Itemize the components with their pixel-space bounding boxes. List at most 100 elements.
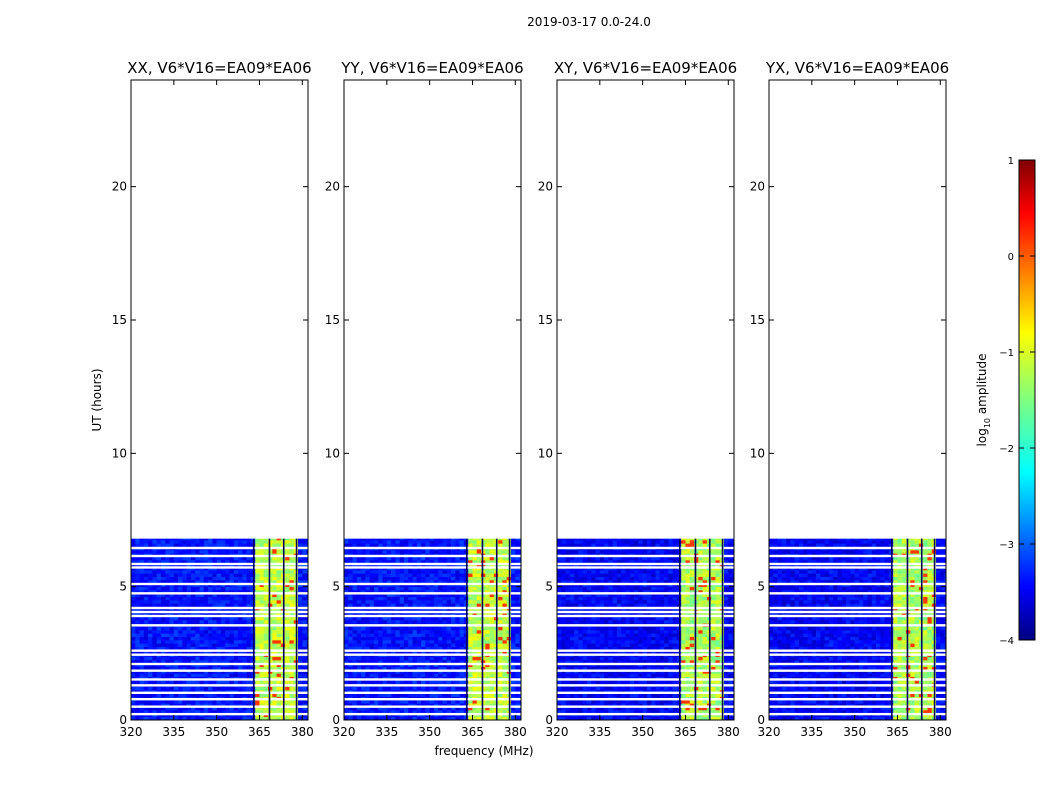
heatmap-cell	[429, 693, 435, 697]
heatmap-cell	[416, 703, 422, 707]
heatmap-cell	[233, 603, 239, 607]
heatmap-cell	[259, 656, 265, 661]
heatmap-cell	[391, 633, 396, 637]
heatmap-cell	[302, 543, 307, 547]
heatmap-cell	[481, 666, 486, 671]
heatmap-cell	[165, 603, 170, 607]
heatmap-cell	[156, 703, 162, 707]
heatmap-cell	[429, 540, 435, 544]
heatmap-cell	[455, 680, 460, 684]
heatmap-cell	[306, 700, 309, 704]
heatmap-cell	[255, 573, 260, 577]
heatmap-cell	[399, 603, 405, 607]
heatmap-cell	[361, 616, 366, 621]
heatmap-cell	[352, 700, 358, 704]
heatmap-cell	[285, 596, 290, 601]
heatmap-cell	[186, 630, 192, 634]
heatmap-cell	[476, 560, 482, 564]
heatmap-cell	[348, 556, 353, 561]
heatmap-cell	[511, 673, 516, 677]
heatmap-cell	[399, 586, 405, 591]
heatmap-cell	[356, 646, 362, 651]
heatmap-cell	[169, 673, 175, 677]
heatmap-cell	[242, 590, 247, 594]
heatmap-cell	[259, 616, 265, 621]
heatmap-cell	[446, 616, 452, 621]
heatmap-cell	[169, 600, 175, 604]
heatmap-cell	[438, 693, 443, 697]
heatmap-cell	[139, 686, 145, 691]
heatmap-cell	[306, 706, 309, 711]
heatmap-cell	[285, 633, 290, 637]
heatmap-cell	[285, 540, 290, 544]
heatmap-cell	[511, 640, 516, 644]
heatmap-cell	[272, 666, 277, 671]
heatmap-cell	[599, 703, 605, 707]
heatmap-cell	[446, 633, 452, 637]
heatmap-cell	[519, 580, 522, 584]
heatmap-cell	[190, 620, 196, 624]
heatmap-cell	[382, 586, 388, 591]
heatmap-cell	[732, 700, 735, 704]
heatmap-cell	[182, 540, 187, 544]
heatmap-cell	[511, 570, 516, 574]
heatmap-cell	[515, 633, 520, 637]
heatmap-cell	[229, 603, 235, 607]
heatmap-cell	[569, 706, 575, 711]
heatmap-cell	[502, 593, 508, 597]
heatmap-cell	[391, 593, 396, 597]
heatmap-cell	[446, 626, 452, 631]
heatmap-cell	[220, 538, 226, 541]
channel-divider	[481, 538, 484, 720]
heatmap-cell	[259, 706, 265, 711]
heatmap-cell	[403, 600, 409, 604]
heatmap-cell	[160, 640, 166, 644]
heatmap-cell	[378, 603, 383, 607]
heatmap-cell	[352, 703, 358, 707]
heatmap-cell	[242, 700, 247, 704]
heatmap-cell	[160, 596, 166, 601]
heatmap-cell	[156, 580, 162, 584]
heatmap-cell	[302, 700, 307, 704]
heatmap-cell	[412, 656, 418, 661]
heatmap-cell	[395, 680, 400, 684]
heatmap-cell	[378, 596, 383, 601]
heatmap-cell	[298, 570, 303, 574]
heatmap-cell	[519, 700, 522, 704]
heatmap-cell	[255, 540, 260, 544]
heatmap-cell	[131, 700, 136, 704]
heatmap-cell	[391, 673, 396, 677]
heatmap-cell	[160, 556, 166, 561]
heatmap-cell	[203, 570, 209, 574]
heatmap-cell	[216, 680, 222, 684]
heatmap-cell	[468, 543, 473, 547]
heatmap-cell	[416, 543, 422, 547]
heatmap-cell	[356, 666, 362, 671]
heatmap-cell	[233, 580, 239, 584]
heatmap-cell	[242, 680, 247, 684]
heatmap-cell	[289, 540, 295, 544]
heatmap-cell	[344, 620, 349, 624]
heatmap-cell	[489, 636, 495, 641]
heatmap-cell	[152, 543, 157, 547]
heatmap-cell	[225, 586, 230, 591]
heatmap-cell	[195, 576, 200, 581]
heatmap-cell	[361, 590, 366, 594]
heatmap-cell	[208, 686, 213, 691]
heatmap-cell	[476, 700, 482, 704]
heatmap-cell	[391, 540, 396, 544]
heatmap-cell	[302, 600, 307, 604]
heatmap-cell	[268, 700, 273, 704]
heatmap-cell	[255, 680, 260, 684]
flagged-gap	[131, 705, 308, 708]
heatmap-cell	[386, 590, 392, 594]
heatmap-cell	[143, 656, 149, 661]
heatmap-cell	[289, 630, 295, 634]
heatmap-cell	[425, 636, 430, 641]
heatmap-cell	[455, 643, 460, 647]
heatmap-cell	[365, 710, 370, 714]
heatmap-cell	[259, 550, 265, 554]
heatmap-cell	[386, 706, 392, 711]
heatmap-cell	[612, 706, 618, 711]
heatmap-cell	[395, 538, 400, 541]
